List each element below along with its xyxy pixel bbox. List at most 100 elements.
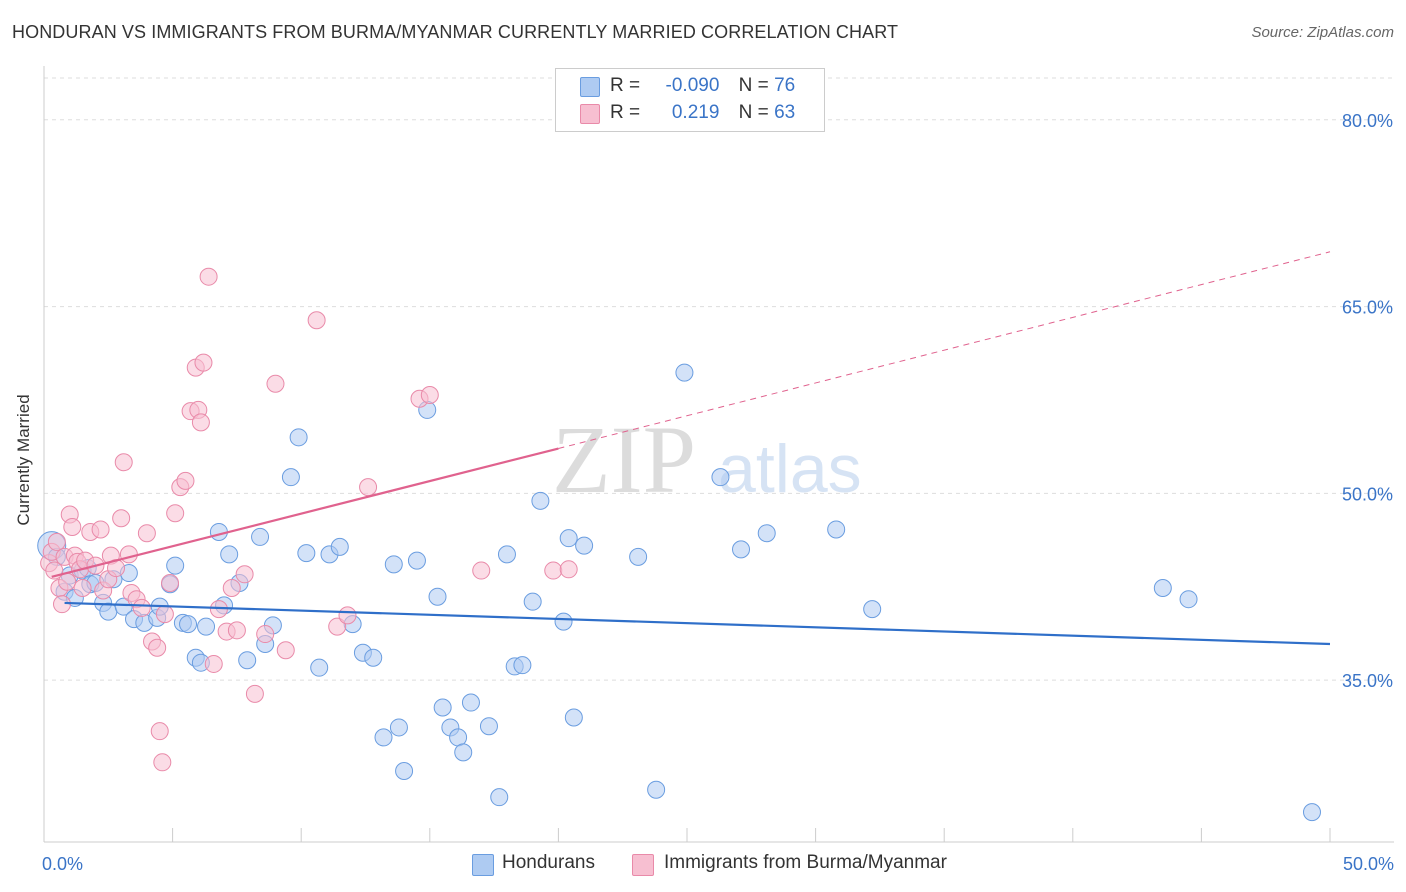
point-hondurans xyxy=(863,600,882,619)
n-value: 76 xyxy=(774,75,796,96)
point-hondurans xyxy=(1153,578,1172,597)
point-hondurans xyxy=(449,728,468,747)
watermark-zip: ZIP xyxy=(552,406,696,513)
point-hondurans xyxy=(523,592,542,611)
point-burma xyxy=(91,520,110,539)
hondurans-legend-swatch xyxy=(472,854,494,876)
point-hondurans xyxy=(251,527,270,546)
r-label: R = xyxy=(610,102,641,123)
y-tick-label: 50.0% xyxy=(1342,484,1393,504)
point-hondurans xyxy=(531,491,550,510)
point-burma xyxy=(191,413,210,432)
point-burma xyxy=(155,605,174,624)
point-burma xyxy=(150,722,169,741)
legend-item-hondurans: Hondurans xyxy=(472,852,622,876)
watermark: ZIP atlas xyxy=(552,406,862,513)
point-hondurans xyxy=(564,708,583,727)
point-hondurans xyxy=(364,648,383,667)
point-hondurans xyxy=(99,602,118,621)
burma-swatch xyxy=(580,104,600,124)
point-burma xyxy=(235,565,254,584)
point-hondurans xyxy=(220,545,239,564)
point-burma xyxy=(194,353,213,372)
point-hondurans xyxy=(732,540,751,559)
chart-title: HONDURAN VS IMMIGRANTS FROM BURMA/MYANMA… xyxy=(12,22,899,42)
point-burma xyxy=(559,560,578,579)
point-hondurans xyxy=(575,536,594,555)
point-hondurans xyxy=(428,587,447,606)
point-hondurans xyxy=(497,545,516,564)
point-hondurans xyxy=(513,656,532,675)
point-hondurans xyxy=(384,555,403,574)
tick-labels: 35.0% 50.0% 65.0% 80.0% 0.0% 50.0% xyxy=(42,111,1394,874)
point-hondurans xyxy=(330,537,349,556)
point-hondurans xyxy=(559,529,578,548)
trend-lines xyxy=(51,251,1331,646)
point-burma xyxy=(222,578,241,597)
source-label: Source: ZipAtlas.com xyxy=(1251,24,1394,41)
point-hondurans xyxy=(166,556,185,575)
point-burma xyxy=(53,595,72,614)
point-burma xyxy=(420,385,439,404)
point-hondurans xyxy=(711,468,730,487)
y-tick-label: 80.0% xyxy=(1342,111,1393,131)
point-hondurans xyxy=(757,524,776,543)
point-burma xyxy=(472,561,491,580)
point-burma xyxy=(132,598,151,617)
point-hondurans xyxy=(197,617,216,636)
point-hondurans xyxy=(407,551,426,570)
point-hondurans xyxy=(454,743,473,762)
n-label: N = xyxy=(738,75,769,96)
x-tick-label: 0.0% xyxy=(42,854,83,874)
point-hondurans xyxy=(1302,803,1321,822)
r-value: 0.219 xyxy=(671,102,720,123)
point-burma xyxy=(63,517,82,536)
point-hondurans xyxy=(629,547,648,566)
point-hondurans xyxy=(310,658,329,677)
point-hondurans xyxy=(827,520,846,539)
point-burma xyxy=(176,471,195,490)
r-label: R = xyxy=(610,75,641,96)
hondurans-swatch xyxy=(580,77,600,97)
point-burma xyxy=(73,578,92,597)
point-burma xyxy=(307,311,326,330)
trend-line-burma-extension xyxy=(558,251,1331,450)
point-hondurans xyxy=(479,717,498,736)
point-hondurans xyxy=(374,728,393,747)
point-hondurans xyxy=(490,788,509,807)
axes xyxy=(43,66,1394,843)
watermark-atlas: atlas xyxy=(718,431,862,507)
legend-label-hondurans: Hondurans xyxy=(502,852,595,873)
point-hondurans xyxy=(675,363,694,382)
point-burma xyxy=(153,753,172,772)
point-burma xyxy=(256,625,275,644)
point-burma xyxy=(47,532,66,551)
point-hondurans xyxy=(433,698,452,717)
point-burma xyxy=(266,374,285,393)
point-hondurans xyxy=(395,762,414,781)
point-hondurans xyxy=(389,718,408,737)
legend-item-burma: Immigrants from Burma/Myanmar xyxy=(632,852,992,876)
point-burma xyxy=(204,654,223,673)
point-burma xyxy=(166,504,185,523)
point-burma xyxy=(227,621,246,640)
point-burma xyxy=(137,524,156,543)
point-burma xyxy=(58,572,77,591)
trend-line-burma xyxy=(51,447,559,578)
point-burma xyxy=(245,684,264,703)
n-label: N = xyxy=(738,102,769,123)
gridlines xyxy=(44,77,1394,681)
data-points xyxy=(37,267,1321,822)
point-hondurans xyxy=(238,651,257,670)
stats-legend: R = -0.090 N = 76 R = 0.219 N = 63 xyxy=(555,68,825,132)
y-tick-label: 35.0% xyxy=(1342,671,1393,691)
point-burma xyxy=(119,545,138,564)
point-hondurans xyxy=(461,693,480,712)
point-hondurans xyxy=(1179,590,1198,609)
point-burma xyxy=(544,561,563,580)
point-burma xyxy=(276,641,295,660)
point-burma xyxy=(338,606,357,625)
point-hondurans xyxy=(554,612,573,631)
legend-label-burma: Immigrants from Burma/Myanmar xyxy=(664,852,947,873)
